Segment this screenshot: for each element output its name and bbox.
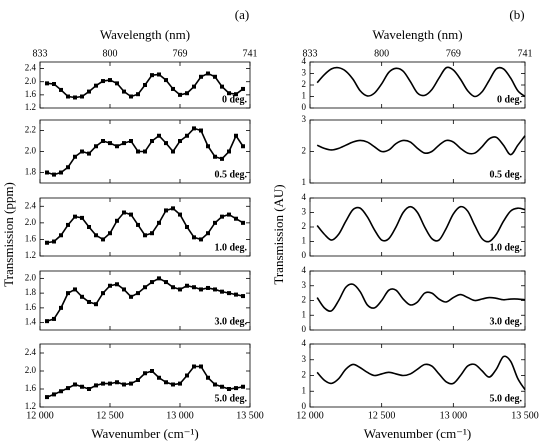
y-tick-label: 2.0 xyxy=(25,272,37,282)
axes-frame xyxy=(39,197,251,257)
annotation: 5.0 deg. xyxy=(215,393,248,404)
y-tick-label: 3 xyxy=(302,68,307,78)
y-tick-label: 1 xyxy=(302,91,307,101)
y-axis-title: Transmission (AU) xyxy=(271,184,286,284)
y-tick-label: 1.8 xyxy=(25,287,37,297)
annotation: 0 deg. xyxy=(497,94,523,105)
line xyxy=(316,283,526,312)
annotation: 1.0 deg. xyxy=(215,242,248,253)
y-tick-label: 1.8 xyxy=(25,167,37,177)
y-tick-label: 1 xyxy=(302,309,307,319)
top-tick-label: 769 xyxy=(446,48,461,59)
y-tick-label: 1.6 xyxy=(25,302,37,312)
y-tick-label: 1.6 xyxy=(25,233,37,243)
line xyxy=(316,355,526,391)
y-tick-label: 1.2 xyxy=(25,401,36,411)
annotation: 3.0 deg. xyxy=(490,316,523,327)
y-tick-label: 0 xyxy=(302,102,307,112)
y-tick-label: 1.2 xyxy=(25,250,36,260)
y-tick-label: 1.2 xyxy=(25,102,36,112)
annotation: 3.0 deg. xyxy=(215,316,248,327)
trace xyxy=(46,72,244,99)
y-tick-label: 3 xyxy=(302,354,307,364)
y-tick-label: 2.0 xyxy=(25,217,37,227)
trace xyxy=(46,207,244,244)
y-tick-label: 0 xyxy=(302,401,307,411)
y-tick-label: 3 xyxy=(302,207,307,217)
x-tick-label: 12 000 xyxy=(26,410,54,421)
y-tick-label: 1.6 xyxy=(25,383,37,393)
x-tick-label: 12 500 xyxy=(96,410,124,421)
top-tick-label: 800 xyxy=(103,48,118,59)
x-tick-label: 13 500 xyxy=(511,410,539,421)
x-tick-label: 13 500 xyxy=(236,410,264,421)
y-tick-label: 2.2 xyxy=(25,125,36,135)
x-tick-label: 12 000 xyxy=(296,410,324,421)
top-axis-title: Wavelength (nm) xyxy=(372,27,462,42)
y-tick-label: 1.6 xyxy=(25,89,37,99)
y-tick-label: 4 xyxy=(302,56,307,66)
y-tick-label: 2 xyxy=(302,146,307,156)
x-tick-label: 13 000 xyxy=(440,410,468,421)
y-tick-label: 2 xyxy=(302,295,307,305)
annotation: 0.5 deg. xyxy=(490,169,523,180)
trace xyxy=(46,365,244,398)
top-tick-label: 833 xyxy=(303,48,318,59)
annotation: 5.0 deg. xyxy=(490,393,523,404)
y-tick-label: 1 xyxy=(302,385,307,395)
x-axis-title: Wavenumber (cm⁻¹) xyxy=(364,426,472,441)
y-tick-label: 4 xyxy=(302,338,307,348)
x-tick-label: 13 000 xyxy=(166,410,194,421)
axes-frame xyxy=(39,270,251,331)
y-tick-label: 2.4 xyxy=(25,63,37,73)
y-tick-label: 1 xyxy=(302,236,307,246)
top-tick-label: 741 xyxy=(518,48,533,59)
x-tick-label: 12 500 xyxy=(368,410,396,421)
annotation: 0 deg. xyxy=(222,94,248,105)
line xyxy=(316,66,526,98)
y-tick-label: 1 xyxy=(302,177,307,187)
panel-label: (a) xyxy=(235,7,249,22)
top-tick-label: 769 xyxy=(173,48,188,59)
axes-frame xyxy=(39,343,251,408)
y-tick-label: 2 xyxy=(302,79,307,89)
y-tick-label: 2.0 xyxy=(25,76,37,86)
y-tick-label: 0 xyxy=(302,324,307,334)
y-tick-label: 2.4 xyxy=(25,347,37,357)
panel-label: (b) xyxy=(509,7,524,22)
y-tick-label: 1.4 xyxy=(25,317,37,327)
annotation: 1.0 deg. xyxy=(490,242,523,253)
y-tick-label: 4 xyxy=(302,265,307,275)
y-tick-label: 2.0 xyxy=(25,146,37,156)
top-axis-title: Wavelength (nm) xyxy=(100,27,190,42)
y-tick-label: 2.0 xyxy=(25,365,37,375)
line xyxy=(316,205,526,243)
y-tick-label: 3 xyxy=(302,114,307,124)
y-tick-label: 4 xyxy=(302,192,307,202)
y-tick-label: 3 xyxy=(302,280,307,290)
annotation: 0.5 deg. xyxy=(215,169,248,180)
trace xyxy=(46,127,244,176)
top-tick-label: 833 xyxy=(33,48,48,59)
top-tick-label: 741 xyxy=(243,48,258,59)
y-axis-title: Transmission (ppm) xyxy=(1,182,16,287)
y-tick-label: 2.4 xyxy=(25,200,37,210)
y-tick-label: 2 xyxy=(302,221,307,231)
y-tick-label: 2 xyxy=(302,370,307,380)
trace xyxy=(46,277,244,322)
x-axis-title: Wavenumber (cm⁻¹) xyxy=(91,426,199,441)
top-tick-label: 800 xyxy=(374,48,389,59)
line xyxy=(316,135,526,156)
y-tick-label: 0 xyxy=(302,250,307,260)
axes-frame xyxy=(39,61,251,109)
